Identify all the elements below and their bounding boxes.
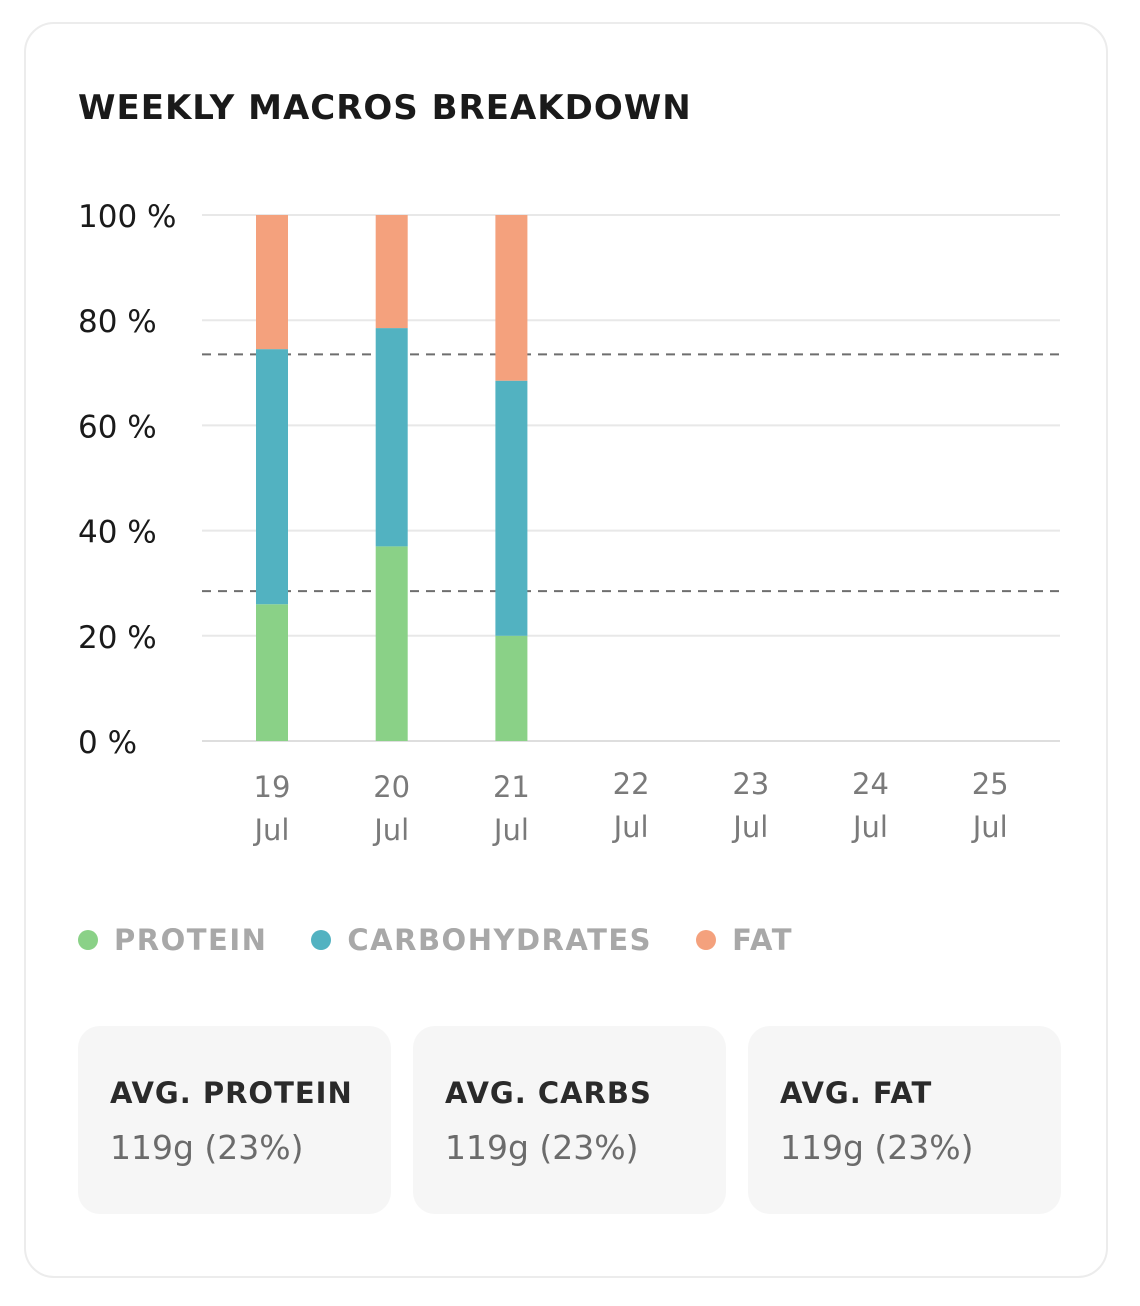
y-tick-label: 80 % [78, 304, 157, 340]
bar-segment-protein [256, 604, 288, 741]
x-tick-label: 20 Jul [372, 770, 410, 847]
y-tick-label: 40 % [78, 515, 157, 551]
y-tick-label: 100 % [78, 199, 176, 235]
legend-label-protein: PROTEIN [114, 923, 268, 957]
y-axis-tick-labels: 0 % 20 % 40 % 60 % 80 % 100 % [78, 199, 176, 761]
x-tick-label: 22 Jul [612, 767, 650, 844]
avg-protein-value: 119g (23%) [110, 1128, 304, 1167]
avg-protein-label: AVG. PROTEIN [110, 1076, 353, 1110]
legend-label-carbohydrates: CARBOHYDRATES [347, 923, 653, 957]
bar-segment-fat [495, 215, 528, 381]
bar-segment-protein [375, 546, 408, 741]
legend-item-carbohydrates: CARBOHYDRATES [311, 923, 652, 957]
avg-fat-value: 119g (23%) [780, 1128, 974, 1167]
x-tick-label: 21 Jul [492, 770, 530, 847]
chart-bars [256, 215, 528, 741]
bar-segment-carbohydrates [495, 380, 528, 636]
fat-color-dot [696, 930, 717, 950]
x-tick-label: 23 Jul [731, 767, 769, 844]
y-tick-label: 20 % [78, 620, 157, 656]
y-tick-label: 60 % [78, 409, 157, 445]
average-stats: AVG. PROTEIN 119g (23%) AVG. CARBS 119g … [78, 1026, 1061, 1214]
avg-carbs-label: AVG. CARBS [445, 1076, 652, 1110]
bar-segment-carbohydrates [256, 349, 288, 605]
chart-legend: PROTEIN CARBOHYDRATES FAT [78, 920, 793, 960]
chart-grid [202, 214, 1060, 742]
protein-color-dot [78, 930, 98, 950]
bar-segment-fat [375, 215, 408, 329]
reference-lines [202, 353, 1060, 593]
avg-fat-card: AVG. FAT 119g (23%) [748, 1026, 1061, 1214]
macros-card: WEEKLY MACROS BREAKDOWN 0 % 20 % 40 % 60 % 8… [24, 22, 1108, 1278]
avg-fat-label: AVG. FAT [780, 1076, 933, 1110]
x-tick-label: 24 Jul [851, 767, 889, 844]
legend-label-fat: FAT [732, 923, 794, 957]
avg-carbs-card: AVG. CARBS 119g (23%) [413, 1026, 726, 1214]
legend-item-protein: PROTEIN [78, 923, 267, 957]
x-tick-label: 19 Jul [253, 770, 291, 847]
card-title: WEEKLY MACROS BREAKDOWN [78, 88, 692, 128]
legend-item-fat: FAT [696, 923, 793, 957]
avg-carbs-value: 119g (23%) [445, 1128, 639, 1167]
x-axis-tick-labels: 19 Jul 20 Jul 21 Jul 22 Jul 23 Jul 24 Jul 25 Jul [253, 767, 1009, 847]
avg-protein-card: AVG. PROTEIN 119g (23%) [78, 1026, 391, 1214]
bar-segment-carbohydrates [375, 328, 408, 547]
carbohydrates-color-dot [311, 930, 332, 950]
x-tick-label: 25 Jul [971, 767, 1009, 844]
bar-segment-fat [256, 215, 288, 350]
bar-segment-protein [495, 635, 528, 741]
y-tick-label: 0 % [78, 725, 137, 761]
stacked-bar-chart: 0 % 20 % 40 % 60 % 80 % 100 % 19 Jul 20 Jul 21 Jul… [78, 199, 1060, 847]
